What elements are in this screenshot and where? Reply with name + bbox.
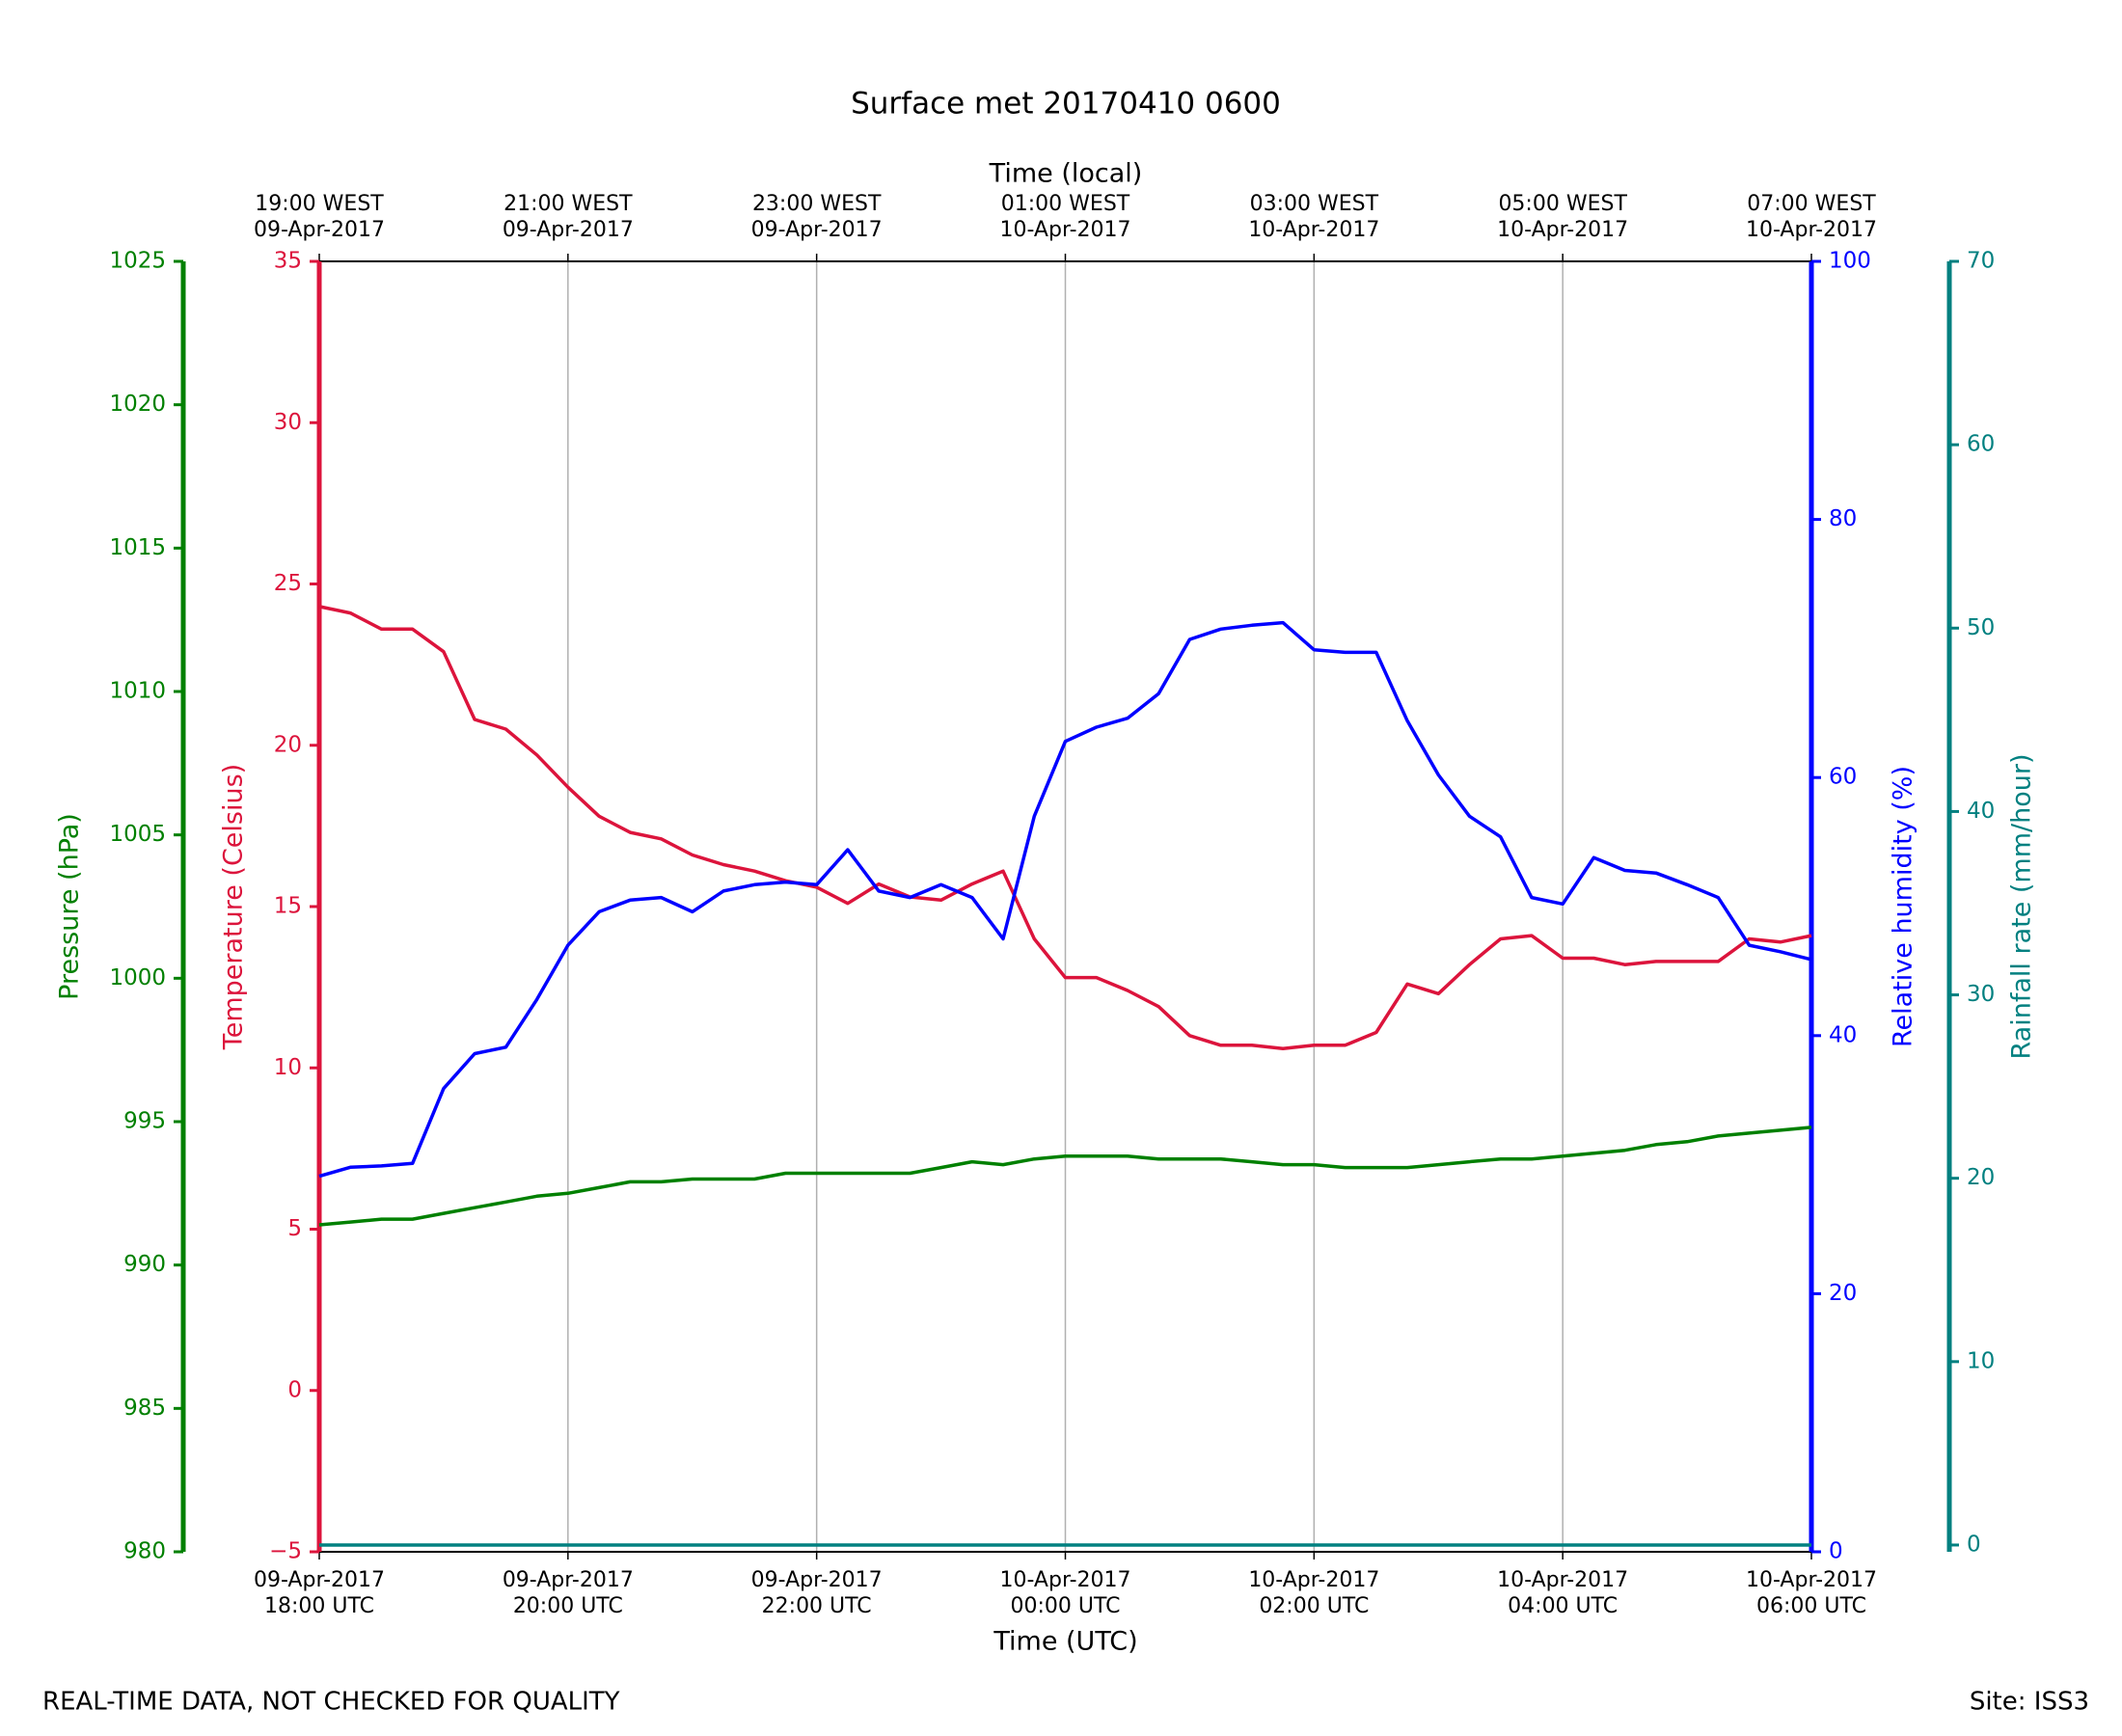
- x-tick-label: 20:00 UTC: [513, 1594, 623, 1618]
- x-tick-label: 00:00 UTC: [1010, 1594, 1120, 1618]
- x-tick-label: 09-Apr-2017: [503, 1568, 634, 1592]
- y-tick-label: 40: [1829, 1022, 1857, 1047]
- y-tick-label: 20: [1967, 1165, 1995, 1190]
- y-tick-label: 5: [287, 1216, 302, 1241]
- y-tick-label: 20: [274, 732, 302, 757]
- x2-tick-label: 10-Apr-2017: [1746, 218, 1877, 242]
- x-tick-label: 02:00 UTC: [1259, 1594, 1369, 1618]
- y-tick-label: 990: [123, 1252, 166, 1277]
- y-tick-label: 10: [274, 1055, 302, 1080]
- x-tick-label: 18:00 UTC: [264, 1594, 374, 1618]
- y-tick-label: 15: [274, 894, 302, 919]
- footer-note: REAL-TIME DATA, NOT CHECKED FOR QUALITY: [42, 1688, 620, 1717]
- x2-tick-label: 09-Apr-2017: [751, 218, 883, 242]
- x-tick-label: 10-Apr-2017: [1746, 1568, 1877, 1592]
- x-tick-label: 09-Apr-2017: [254, 1568, 385, 1592]
- y-tick-label: 980: [123, 1539, 166, 1564]
- y-axis-title: Pressure (hPa): [55, 813, 85, 1000]
- y-axis-title: Temperature (Celsius): [219, 764, 249, 1050]
- y-axis-title: Relative humidity (%): [1889, 766, 1918, 1047]
- y-tick-label: 30: [274, 410, 302, 435]
- x-tick-label: 22:00 UTC: [762, 1594, 872, 1618]
- y-tick-label: 80: [1829, 506, 1857, 531]
- y-tick-label: 995: [123, 1109, 166, 1134]
- y-tick-label: 1005: [109, 822, 166, 847]
- y-tick-label: 60: [1829, 765, 1857, 790]
- y-tick-label: 985: [123, 1396, 166, 1421]
- y-tick-label: 1000: [109, 965, 166, 990]
- series-line: [318, 1126, 1812, 1227]
- y-tick-label: 50: [1967, 615, 1995, 640]
- y-tick-label: 100: [1829, 249, 1871, 274]
- y-tick-label: 1025: [109, 249, 166, 274]
- x2-tick-label: 09-Apr-2017: [503, 218, 634, 242]
- y-tick-label: 1015: [109, 535, 166, 560]
- y-tick-label: 60: [1967, 432, 1995, 457]
- y-tick-label: −5: [269, 1539, 302, 1564]
- x2-tick-label: 05:00 WEST: [1498, 192, 1627, 216]
- x2-tick-label: 07:00 WEST: [1747, 192, 1876, 216]
- y-tick-label: 1010: [109, 679, 166, 704]
- x2-tick-label: 21:00 WEST: [503, 192, 633, 216]
- x-tick-label: 09-Apr-2017: [751, 1568, 883, 1592]
- x2-tick-label: 09-Apr-2017: [254, 218, 385, 242]
- chart-title: Surface met 20170410 0600: [851, 87, 1281, 122]
- series-line: [318, 620, 1812, 1179]
- y-tick-label: 0: [287, 1377, 302, 1402]
- x2-tick-label: 10-Apr-2017: [1497, 218, 1628, 242]
- x2-tick-label: 10-Apr-2017: [1248, 218, 1379, 242]
- x-tick-label: 10-Apr-2017: [1497, 1568, 1628, 1592]
- x2-tick-label: 01:00 WEST: [1001, 192, 1130, 216]
- x2-axis-title: Time (local): [989, 159, 1143, 189]
- x-tick-label: 10-Apr-2017: [999, 1568, 1130, 1592]
- site-label: Site: ISS3: [1970, 1688, 2089, 1717]
- y-axis-title: Rainfall rate (mm/hour): [2007, 754, 2037, 1060]
- y-tick-label: 0: [1967, 1532, 1981, 1557]
- x-tick-label: 10-Apr-2017: [1248, 1568, 1379, 1592]
- y-tick-label: 35: [274, 249, 302, 274]
- x-axis-title: Time (UTC): [993, 1627, 1137, 1657]
- x2-tick-label: 03:00 WEST: [1250, 192, 1379, 216]
- y-tick-label: 0: [1829, 1539, 1843, 1564]
- y-tick-label: 70: [1967, 249, 1995, 274]
- y-tick-label: 10: [1967, 1348, 1995, 1373]
- y-tick-label: 25: [274, 571, 302, 596]
- x2-tick-label: 23:00 WEST: [752, 192, 882, 216]
- y-tick-label: 20: [1829, 1281, 1857, 1306]
- y-tick-label: 1020: [109, 392, 166, 417]
- x-tick-label: 06:00 UTC: [1756, 1594, 1866, 1618]
- y-tick-label: 30: [1967, 982, 1995, 1007]
- x2-tick-label: 10-Apr-2017: [999, 218, 1130, 242]
- x2-tick-label: 19:00 WEST: [255, 192, 384, 216]
- y-tick-label: 40: [1967, 799, 1995, 824]
- x-tick-label: 04:00 UTC: [1508, 1594, 1618, 1618]
- series-line: [318, 605, 1812, 1050]
